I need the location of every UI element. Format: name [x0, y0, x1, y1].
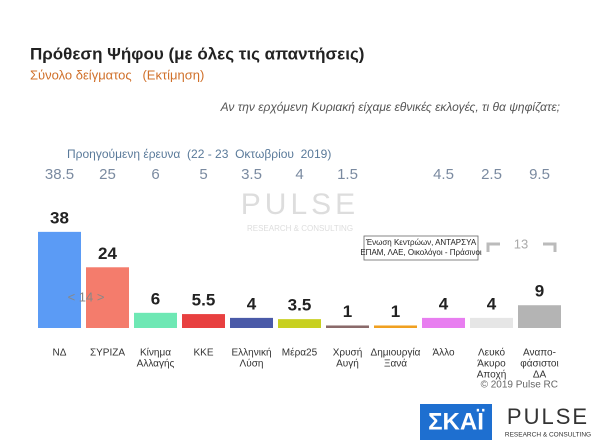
- x-tick-label: Άλλο: [432, 348, 455, 359]
- bar: [470, 317, 513, 328]
- value-label: 4: [247, 294, 257, 313]
- pulse-tagline: RESEARCH & CONSULTING: [505, 432, 591, 439]
- x-tick-label: ΝΔ: [53, 348, 67, 359]
- value-label: 9: [535, 282, 544, 301]
- x-tick-label: ΣΥΡΙΖΑ: [90, 348, 125, 359]
- previous-value: 25: [99, 166, 116, 183]
- value-label: 38: [50, 208, 69, 227]
- x-tick-label: Δημιουργία: [371, 347, 421, 359]
- previous-value: 4.5: [433, 166, 454, 183]
- question: Αν την ερχόμενη Κυριακή είχαμε εθνικές ε…: [220, 100, 560, 114]
- x-tick-label: Ελληνική: [231, 347, 271, 359]
- x-tick-label: Αποχή: [477, 369, 507, 381]
- gap-annotation: < 14 >: [68, 289, 105, 304]
- x-tick-label: Χρυσή: [333, 347, 363, 359]
- value-label: 5.5: [192, 291, 216, 310]
- previous-value: 4: [295, 166, 303, 183]
- bar: [278, 319, 321, 328]
- x-tick-label: Αναπο-: [523, 348, 556, 359]
- x-tick-label: Κίνημα: [140, 347, 171, 359]
- previous-value: 2.5: [481, 166, 502, 183]
- note-line: ΕΠΑΜ, ΛΑΕ, Οικολόγοι - Πράσινοι: [360, 248, 482, 257]
- x-tick-label: ΚΚΕ: [193, 348, 213, 359]
- bar: [134, 312, 177, 328]
- chart-title: Πρόθεση Ψήφου (με όλες τις απαντήσεις): [30, 44, 364, 63]
- value-label: 4: [487, 294, 497, 313]
- watermark: PULSE: [241, 188, 359, 221]
- note-box: [363, 235, 479, 261]
- gap-annotation: 13: [514, 236, 528, 251]
- value-label: 4: [439, 294, 449, 313]
- bar: [230, 317, 273, 328]
- x-tick-label: ΔΑ: [533, 370, 547, 381]
- bar: [86, 267, 129, 328]
- x-tick-label: φάσιστοι: [520, 358, 558, 370]
- bar: [38, 231, 81, 328]
- bar: [422, 317, 465, 328]
- x-tick-label: Ξανά: [384, 358, 407, 370]
- bracket: [486, 242, 557, 252]
- value-label: 1: [343, 302, 352, 321]
- copyright: © 2019 Pulse RC: [481, 380, 558, 391]
- value-label: 3.5: [288, 296, 312, 315]
- value-label: 1: [391, 302, 400, 321]
- value-label: 6: [151, 289, 160, 308]
- value-label: 24: [98, 244, 117, 263]
- x-tick-label: Λύση: [240, 358, 264, 370]
- pulse-logo: PULSE: [507, 404, 589, 429]
- watermark-tagline: RESEARCH & CONSULTING: [247, 224, 353, 233]
- previous-value: 5: [199, 166, 207, 183]
- x-tick-label: Αλλαγής: [137, 358, 175, 370]
- bar: [374, 325, 417, 328]
- x-tick-label: Αυγή: [336, 358, 359, 370]
- x-tick-label: Μέρα25: [282, 347, 318, 359]
- skai-logo-text: ΣΚΑΪ: [428, 408, 485, 435]
- previous-value: 1.5: [337, 166, 358, 183]
- bar: [518, 305, 561, 328]
- previous-value: 6: [151, 166, 159, 183]
- chart-subtitle: Σύνολο δείγματος (Εκτίμηση): [30, 67, 204, 82]
- previous-value: 9.5: [529, 166, 550, 183]
- note-line: Ένωση Κεντρώων, ΑΝΤΑΡΣΥΑ: [365, 238, 477, 247]
- bar: [326, 325, 369, 328]
- previous-label: Προηγούμενη έρευνα (22 - 23 Οκτωβρίου 20…: [67, 147, 331, 161]
- x-tick-label: Άκυρο: [477, 359, 506, 370]
- skai-logo: [420, 404, 492, 440]
- previous-value: 3.5: [241, 166, 262, 183]
- previous-value: 38.5: [45, 166, 74, 183]
- bar: [182, 314, 225, 328]
- x-tick-label: Λευκό: [478, 347, 505, 359]
